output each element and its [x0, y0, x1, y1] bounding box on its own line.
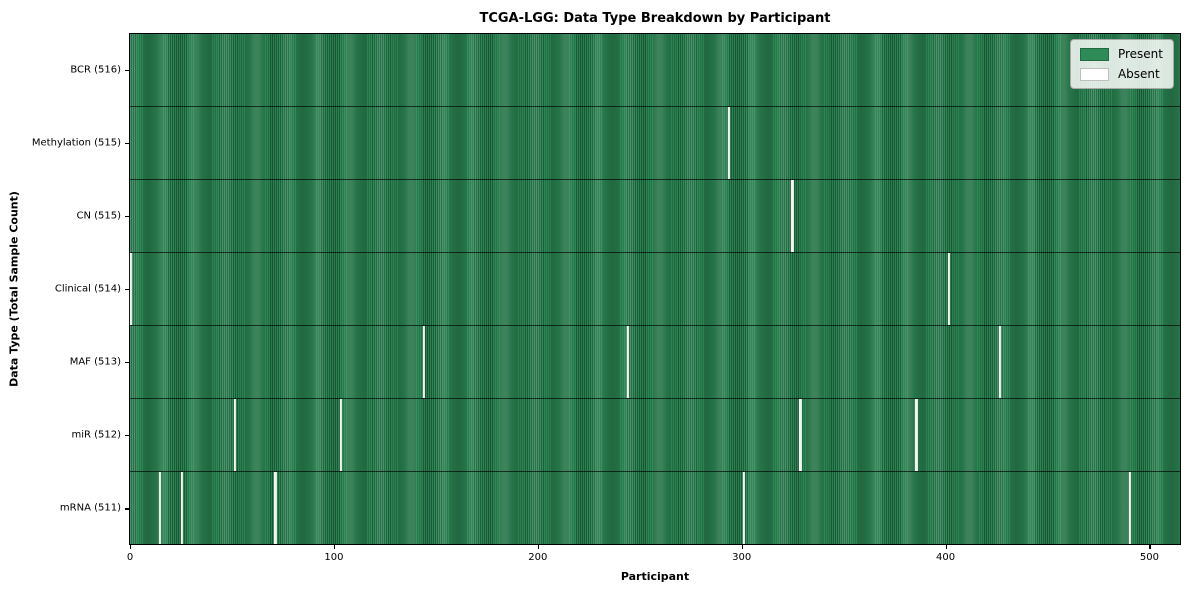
absent-marker: [422, 326, 426, 398]
x-tick-label: 300: [732, 552, 752, 563]
plot-area: Present Absent: [129, 33, 1181, 545]
heatmap-row-cn: [130, 180, 1180, 253]
legend-entry-absent: Absent: [1079, 67, 1163, 81]
absent-marker: [274, 472, 277, 544]
absent-marker: [728, 107, 731, 179]
y-tick-label: BCR (516): [70, 64, 121, 76]
absent-marker: [1129, 472, 1132, 544]
heatmap-row-maf: [130, 326, 1180, 399]
legend: Present Absent: [1069, 39, 1174, 89]
heatmap-row-bcr: [130, 34, 1180, 107]
x-tick-mark: [537, 545, 539, 549]
heatmap-row-mrna: [130, 472, 1180, 544]
y-tick-mark: [125, 142, 129, 144]
y-tick-mark: [125, 435, 129, 437]
y-tick-label: Methylation (515): [31, 137, 121, 149]
heatmap-row-methylation: [130, 107, 1180, 180]
absent-marker: [339, 399, 342, 471]
legend-label: Present: [1117, 47, 1163, 61]
x-tick-mark: [741, 545, 743, 549]
y-tick-label: miR (512): [71, 429, 121, 441]
absent-marker: [626, 326, 629, 398]
y-tick-mark: [125, 69, 129, 71]
heatmap-row-mir: [130, 399, 1180, 472]
chart-title: TCGA-LGG: Data Type Breakdown by Partici…: [479, 11, 831, 26]
absent-marker: [791, 180, 794, 252]
heatmap-row-clinical: [129, 253, 1180, 326]
absent-marker: [998, 326, 1001, 398]
x-tick-mark: [1149, 545, 1151, 549]
x-axis-label: Participant: [620, 570, 690, 583]
x-tick-label: 400: [935, 552, 956, 563]
absent-marker: [233, 399, 236, 471]
y-tick-label: CN (515): [76, 210, 121, 222]
x-tick-label: 200: [528, 552, 548, 563]
x-tick-mark: [333, 545, 336, 549]
legend-swatch-present: [1079, 47, 1109, 61]
y-tick-label: MAF (513): [69, 356, 121, 368]
absent-marker: [129, 253, 133, 325]
x-tick-mark: [130, 545, 132, 549]
y-tick-mark: [125, 215, 129, 218]
heatmap-rows: [129, 34, 1180, 544]
y-axis-ticks: BCR (516) Methylation (515) CN (515) Clinic…: [0, 33, 129, 545]
x-tick-label: 100: [324, 552, 344, 563]
absent-marker: [915, 399, 918, 471]
absent-marker: [158, 472, 161, 544]
legend-label: Absent: [1117, 67, 1160, 81]
absent-marker: [180, 472, 183, 544]
legend-swatch-absent: [1079, 67, 1109, 81]
y-tick-mark: [125, 362, 129, 364]
legend-entry-present: Present: [1079, 47, 1163, 61]
x-tick-label: 0: [126, 552, 134, 563]
y-tick-label: mRNA (511): [59, 502, 121, 514]
y-tick-label: Clinical (514): [54, 283, 121, 295]
x-axis-ticks: 0 100 200 300 400 500: [126, 545, 1181, 571]
y-tick-mark: [125, 508, 129, 510]
absent-marker: [742, 472, 745, 544]
x-tick-label: 500: [1139, 552, 1159, 563]
x-tick-mark: [945, 545, 947, 549]
absent-marker: [947, 253, 951, 325]
absent-marker: [799, 399, 802, 471]
y-tick-mark: [125, 289, 129, 291]
